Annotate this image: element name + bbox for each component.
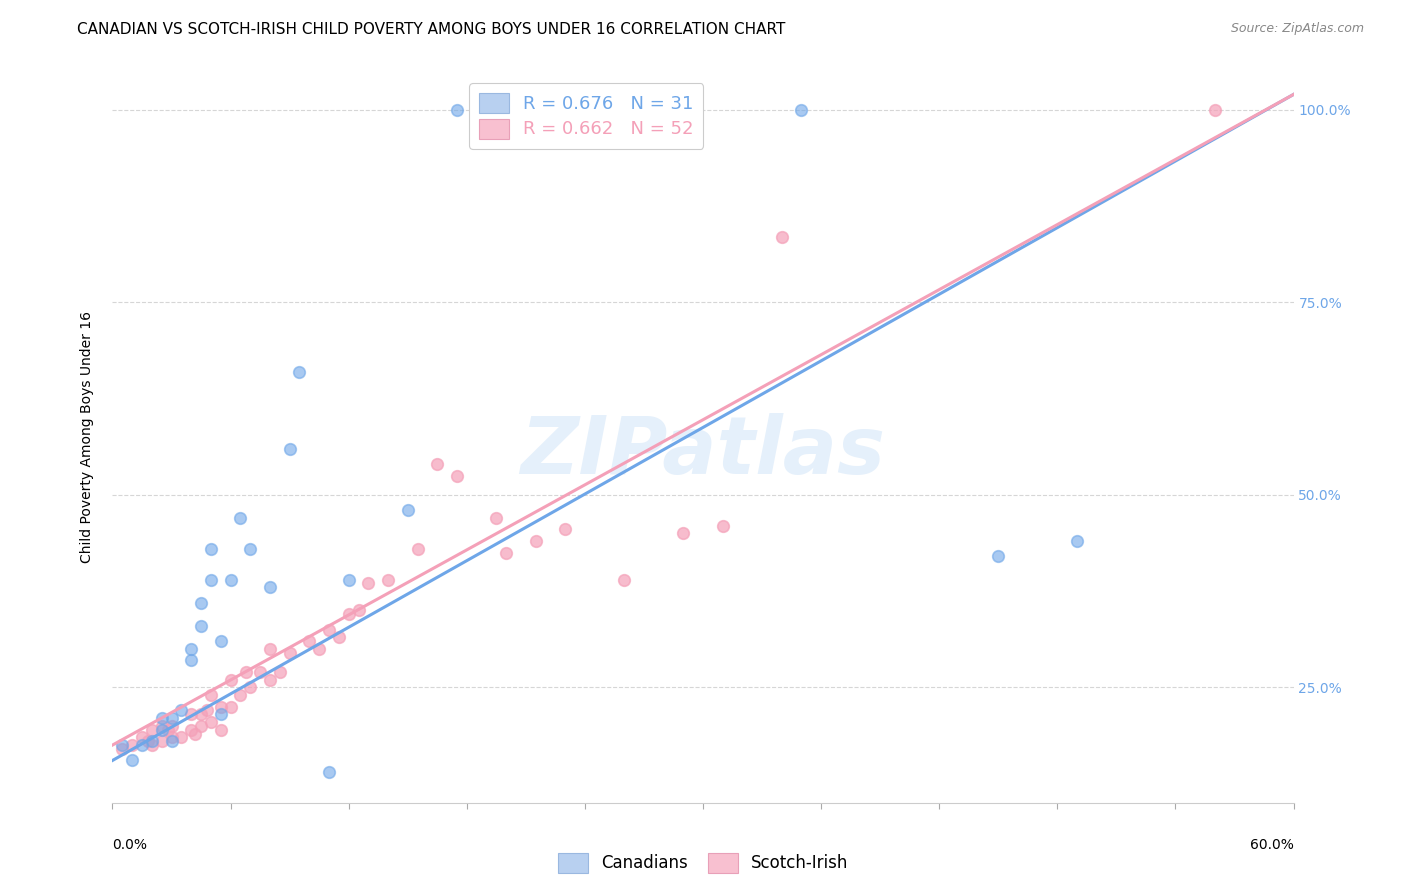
Legend: Canadians, Scotch-Irish: Canadians, Scotch-Irish — [551, 847, 855, 880]
Point — [190, 719, 212, 733]
Point — [229, 511, 252, 525]
Point — [170, 703, 193, 717]
Point — [347, 603, 370, 617]
Point — [141, 734, 163, 748]
Point — [200, 688, 222, 702]
Point — [337, 573, 360, 587]
Point — [121, 738, 143, 752]
Point — [209, 723, 232, 737]
Point — [396, 503, 419, 517]
Point — [672, 526, 695, 541]
Text: CANADIAN VS SCOTCH-IRISH CHILD POVERTY AMONG BOYS UNDER 16 CORRELATION CHART: CANADIAN VS SCOTCH-IRISH CHILD POVERTY A… — [77, 22, 786, 37]
Point — [141, 738, 163, 752]
Point — [495, 545, 517, 559]
Point — [150, 719, 173, 733]
Point — [111, 742, 134, 756]
Point — [209, 707, 232, 722]
Point — [200, 573, 222, 587]
Point — [209, 699, 232, 714]
Point — [318, 764, 340, 779]
Point — [485, 511, 508, 525]
Point — [131, 738, 153, 752]
Point — [377, 573, 399, 587]
Point — [711, 518, 734, 533]
Point — [259, 580, 281, 594]
Point — [770, 230, 793, 244]
Point — [195, 703, 218, 717]
Point — [613, 573, 636, 587]
Point — [170, 731, 193, 745]
Point — [554, 523, 576, 537]
Point — [180, 653, 202, 667]
Point — [180, 707, 202, 722]
Point — [318, 623, 340, 637]
Point — [160, 731, 183, 745]
Point — [190, 618, 212, 632]
Point — [200, 714, 222, 729]
Point — [406, 541, 429, 556]
Point — [1066, 534, 1088, 549]
Point — [446, 468, 468, 483]
Point — [426, 457, 449, 471]
Point — [219, 573, 242, 587]
Point — [136, 734, 159, 748]
Y-axis label: Child Poverty Among Boys Under 16: Child Poverty Among Boys Under 16 — [80, 311, 94, 563]
Point — [446, 103, 468, 117]
Point — [987, 549, 1010, 564]
Point — [278, 646, 301, 660]
Point — [229, 688, 252, 702]
Point — [219, 699, 242, 714]
Point — [141, 723, 163, 737]
Text: Source: ZipAtlas.com: Source: ZipAtlas.com — [1230, 22, 1364, 36]
Point — [160, 719, 183, 733]
Point — [235, 665, 257, 679]
Point — [1204, 103, 1226, 117]
Point — [288, 365, 311, 379]
Point — [121, 754, 143, 768]
Point — [328, 630, 350, 644]
Point — [190, 596, 212, 610]
Point — [160, 734, 183, 748]
Point — [150, 723, 173, 737]
Point — [524, 534, 547, 549]
Point — [337, 607, 360, 622]
Legend: R = 0.676   N = 31, R = 0.662   N = 52: R = 0.676 N = 31, R = 0.662 N = 52 — [470, 83, 703, 148]
Point — [184, 726, 207, 740]
Point — [160, 711, 183, 725]
Point — [131, 731, 153, 745]
Text: 0.0%: 0.0% — [112, 838, 148, 852]
Point — [357, 576, 380, 591]
Point — [249, 665, 271, 679]
Point — [259, 641, 281, 656]
Point — [200, 541, 222, 556]
Point — [111, 738, 134, 752]
Point — [219, 673, 242, 687]
Point — [278, 442, 301, 456]
Point — [515, 103, 537, 117]
Point — [308, 641, 330, 656]
Point — [790, 103, 813, 117]
Text: ZIPatlas: ZIPatlas — [520, 413, 886, 491]
Point — [209, 634, 232, 648]
Point — [180, 641, 202, 656]
Point — [239, 681, 262, 695]
Point — [190, 707, 212, 722]
Point — [150, 734, 173, 748]
Text: 60.0%: 60.0% — [1250, 838, 1294, 852]
Point — [180, 723, 202, 737]
Point — [156, 723, 179, 737]
Point — [269, 665, 291, 679]
Point — [239, 541, 262, 556]
Point — [298, 634, 321, 648]
Point — [150, 711, 173, 725]
Point — [259, 673, 281, 687]
